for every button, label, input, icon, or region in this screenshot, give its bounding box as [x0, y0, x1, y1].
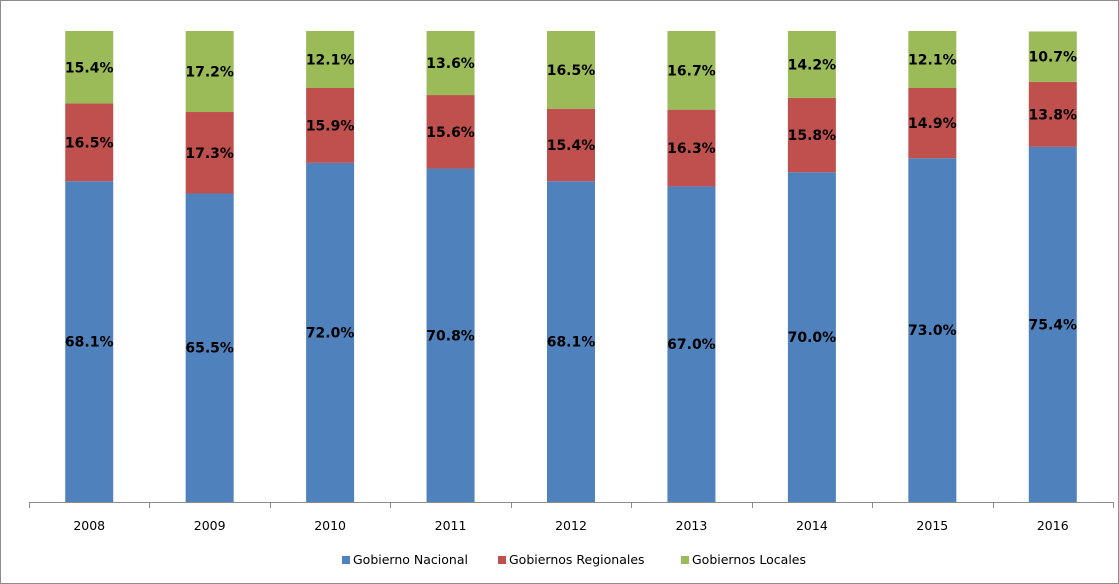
data-label-2014-3: 14.2%: [788, 57, 837, 73]
data-label-2011-3: 13.6%: [426, 56, 475, 72]
bar-segment-2012-1: [547, 181, 595, 502]
data-label-2009-3: 17.2%: [185, 65, 234, 81]
x-tick-label-2014: 2014: [796, 518, 828, 533]
data-label-2015-3: 12.1%: [908, 52, 957, 68]
data-label-2008-3: 15.4%: [65, 60, 114, 76]
bar-segment-2014-3: [787, 31, 836, 98]
bar-segment-2016-2: [1028, 81, 1077, 147]
legend-swatch-1: [342, 556, 350, 564]
data-label-2016-3: 10.7%: [1028, 50, 1077, 66]
bar-segment-2013-2: [667, 109, 716, 187]
x-tick-label-2015: 2015: [916, 518, 948, 533]
legend-swatch-2: [498, 556, 506, 564]
data-label-2012-2: 15.4%: [547, 138, 596, 154]
data-label-2010-1: 72.0%: [306, 325, 355, 341]
legend-label-2: Gobiernos Regionales: [509, 552, 645, 567]
data-label-2016-1: 75.4%: [1028, 317, 1077, 333]
data-label-2013-3: 16.7%: [667, 63, 716, 79]
bar-segment-2008-2: [65, 103, 114, 182]
bar-segment-2008-1: [65, 181, 114, 502]
data-label-2013-1: 67.0%: [667, 337, 716, 353]
data-label-2014-1: 70.0%: [788, 330, 837, 346]
data-label-2014-2: 15.8%: [788, 128, 837, 144]
data-label-2012-3: 16.5%: [547, 63, 596, 79]
data-label-2012-1: 68.1%: [547, 335, 596, 351]
x-tick-label-2010: 2010: [314, 518, 346, 533]
data-label-2013-2: 16.3%: [667, 141, 716, 157]
bar-segment-2012-2: [547, 108, 595, 182]
data-label-2011-2: 15.6%: [426, 125, 475, 141]
data-label-2011-1: 70.8%: [426, 328, 475, 344]
x-tick-label-2016: 2016: [1037, 518, 1069, 533]
data-label-2009-1: 65.5%: [185, 341, 234, 357]
data-label-2009-2: 17.3%: [185, 146, 234, 162]
legend-label-1: Gobierno Nacional: [353, 552, 468, 567]
bar-segment-2015-2: [908, 87, 957, 159]
bar-segment-2013-3: [667, 31, 716, 110]
bar-segment-2009-1: [185, 193, 234, 502]
bar-segment-2009-2: [185, 112, 234, 194]
x-tick-label-2013: 2013: [676, 518, 708, 533]
x-tick-label-2011: 2011: [435, 518, 467, 533]
bar-segment-2016-3: [1028, 31, 1077, 82]
bar-segment-2010-2: [306, 87, 355, 163]
bar-segment-2015-3: [908, 31, 957, 88]
bar-segment-2014-1: [787, 172, 836, 503]
bar-segment-2009-3: [185, 31, 234, 113]
bar-segment-2012-3: [547, 31, 595, 109]
bar-segment-2011-1: [426, 168, 475, 503]
x-tick-label-2008: 2008: [73, 518, 105, 533]
data-label-2008-2: 16.5%: [65, 135, 114, 151]
data-label-2010-2: 15.9%: [306, 118, 355, 134]
bar-segment-2008-3: [65, 31, 114, 104]
bar-segment-2014-2: [787, 97, 836, 173]
legend-swatch-3: [681, 556, 689, 564]
x-tick-label-2009: 2009: [194, 518, 226, 533]
data-label-2015-1: 73.0%: [908, 323, 957, 339]
bar-segment-2015-1: [908, 158, 957, 503]
bar-segment-2010-3: [306, 31, 355, 88]
data-label-2016-2: 13.8%: [1028, 107, 1077, 123]
data-label-2008-1: 68.1%: [65, 335, 114, 351]
bar-segment-2011-2: [426, 95, 475, 169]
bar-segment-2011-3: [426, 31, 475, 96]
bar-segment-2016-1: [1028, 146, 1077, 502]
bar-segment-2010-1: [306, 162, 355, 502]
x-axis: 2008 2009 2010 2011 2012 2013 2014 2015 2016: [29, 502, 1114, 533]
data-label-2015-2: 14.9%: [908, 116, 957, 132]
data-label-2010-3: 12.1%: [306, 52, 355, 68]
bar-segment-2013-1: [667, 186, 716, 502]
legend: Gobierno Nacional Gobiernos Regionales Gob…: [342, 552, 806, 567]
x-tick-label-2012: 2012: [555, 518, 587, 533]
bars-layer: 68.1% 16.5% 15.4% 65.5% 17.3% 17.2% 72.0% 15.9%…: [65, 31, 1077, 503]
legend-label-3: Gobiernos Locales: [692, 552, 806, 567]
